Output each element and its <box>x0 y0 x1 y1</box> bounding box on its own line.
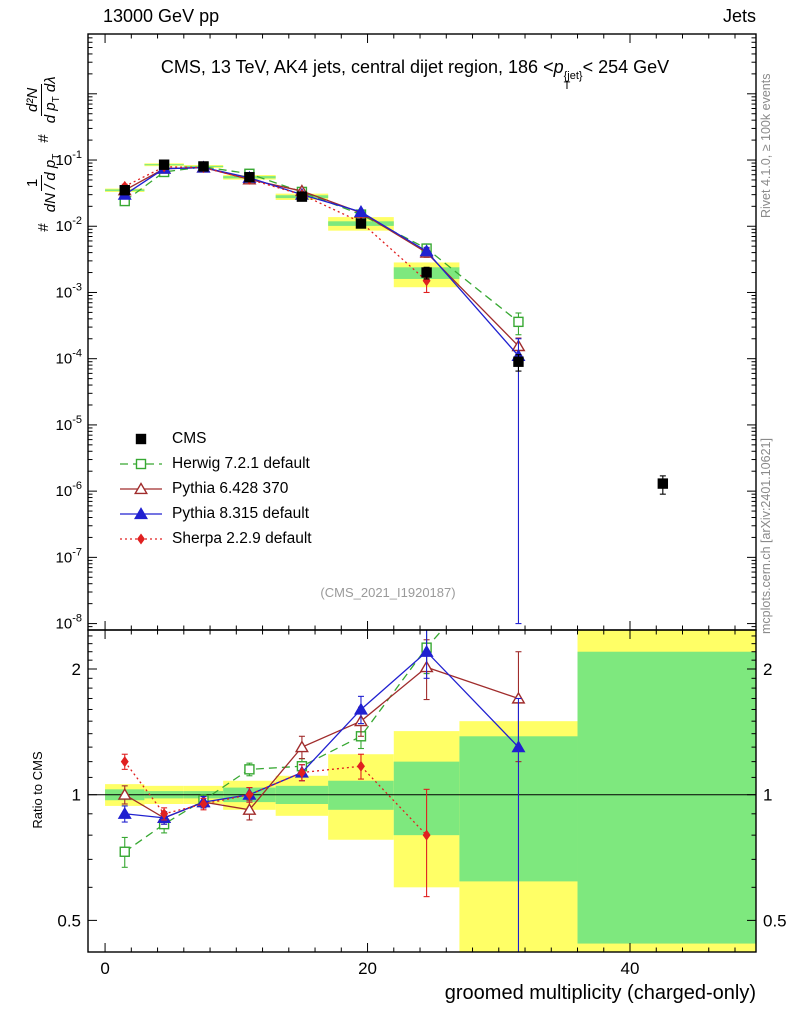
svg-text:1: 1 <box>72 786 81 805</box>
mcplots-credit: mcplots.cern.ch [arXiv:2401.10621] <box>759 438 773 634</box>
y-label-fraction-1: 1 dN / d pT <box>24 153 63 213</box>
legend-item-cms: CMS <box>118 428 312 449</box>
legend-label-sherpa: Sherpa 2.2.9 default <box>172 529 312 547</box>
svg-text:10-3: 10-3 <box>56 281 82 301</box>
svg-text:2: 2 <box>72 660 81 679</box>
svg-text:0: 0 <box>100 959 109 978</box>
legend-label-herwig: Herwig 7.2.1 default <box>172 454 310 472</box>
legend-item-herwig: Herwig 7.2.1 default <box>118 453 312 474</box>
x-axis-label: groomed multiplicity (charged-only) <box>444 982 756 1004</box>
svg-text:10-5: 10-5 <box>56 414 82 434</box>
legend-item-sherpa: Sherpa 2.2.9 default <box>118 528 312 549</box>
legend-marker-pythia6 <box>120 481 162 494</box>
series-pythia8-main <box>117 160 526 625</box>
legend-label-pythia8: Pythia 8.315 default <box>172 504 310 522</box>
plot-title: CMS, 13 TeV, AK4 jets, central dijet reg… <box>160 57 670 92</box>
pt-jet-symbol: {jet} T <box>563 70 583 92</box>
svg-text:10-6: 10-6 <box>56 480 82 500</box>
legend: CMS Herwig 7.2.1 default Pythia 6.428 370 P… <box>118 428 312 549</box>
svg-text:40: 40 <box>621 959 640 978</box>
main-bands <box>105 163 460 288</box>
legend-marker-herwig <box>120 458 162 469</box>
series-sherpa-ratio <box>120 753 431 898</box>
series-cms-main <box>119 159 669 495</box>
legend-item-pythia8: Pythia 8.315 default <box>118 503 312 524</box>
series-herwig-main <box>119 161 524 336</box>
legend-label-pythia6: Pythia 6.428 370 <box>172 479 289 497</box>
ratio-panel-frame <box>87 629 757 953</box>
legend-marker-sherpa <box>120 532 162 545</box>
analysis-group-label: Jets <box>722 6 756 26</box>
legend-label-cms: CMS <box>172 429 207 447</box>
axis-ticks <box>88 34 756 952</box>
svg-text:10-8: 10-8 <box>56 613 82 633</box>
svg-text:0.5: 0.5 <box>763 911 786 930</box>
svg-text:2: 2 <box>763 660 772 679</box>
legend-marker-pythia8 <box>120 506 162 519</box>
svg-text:10-7: 10-7 <box>56 546 82 566</box>
beam-energy-label: 13000 GeV pp <box>103 6 220 26</box>
rivet-version-credit: Rivet 4.1.0, ≥ 100k events <box>759 73 773 218</box>
svg-text:20: 20 <box>358 959 377 978</box>
y-axis-label: # 1 dN / d pT # d²N d pT dλ <box>24 76 63 232</box>
legend-item-pythia6: Pythia 6.428 370 <box>118 478 312 499</box>
series-pythia6-main <box>117 160 526 358</box>
analysis-id-watermark: (CMS_2021_I1920187) <box>320 585 456 600</box>
svg-text:10-4: 10-4 <box>56 348 82 368</box>
y-label-fraction-2: d²N d pT dλ <box>24 76 63 124</box>
svg-text:1: 1 <box>763 786 772 805</box>
svg-text:0.5: 0.5 <box>57 911 81 930</box>
ratio-axis-label: Ratio to CMS <box>30 751 45 829</box>
legend-marker-cms <box>135 433 147 444</box>
